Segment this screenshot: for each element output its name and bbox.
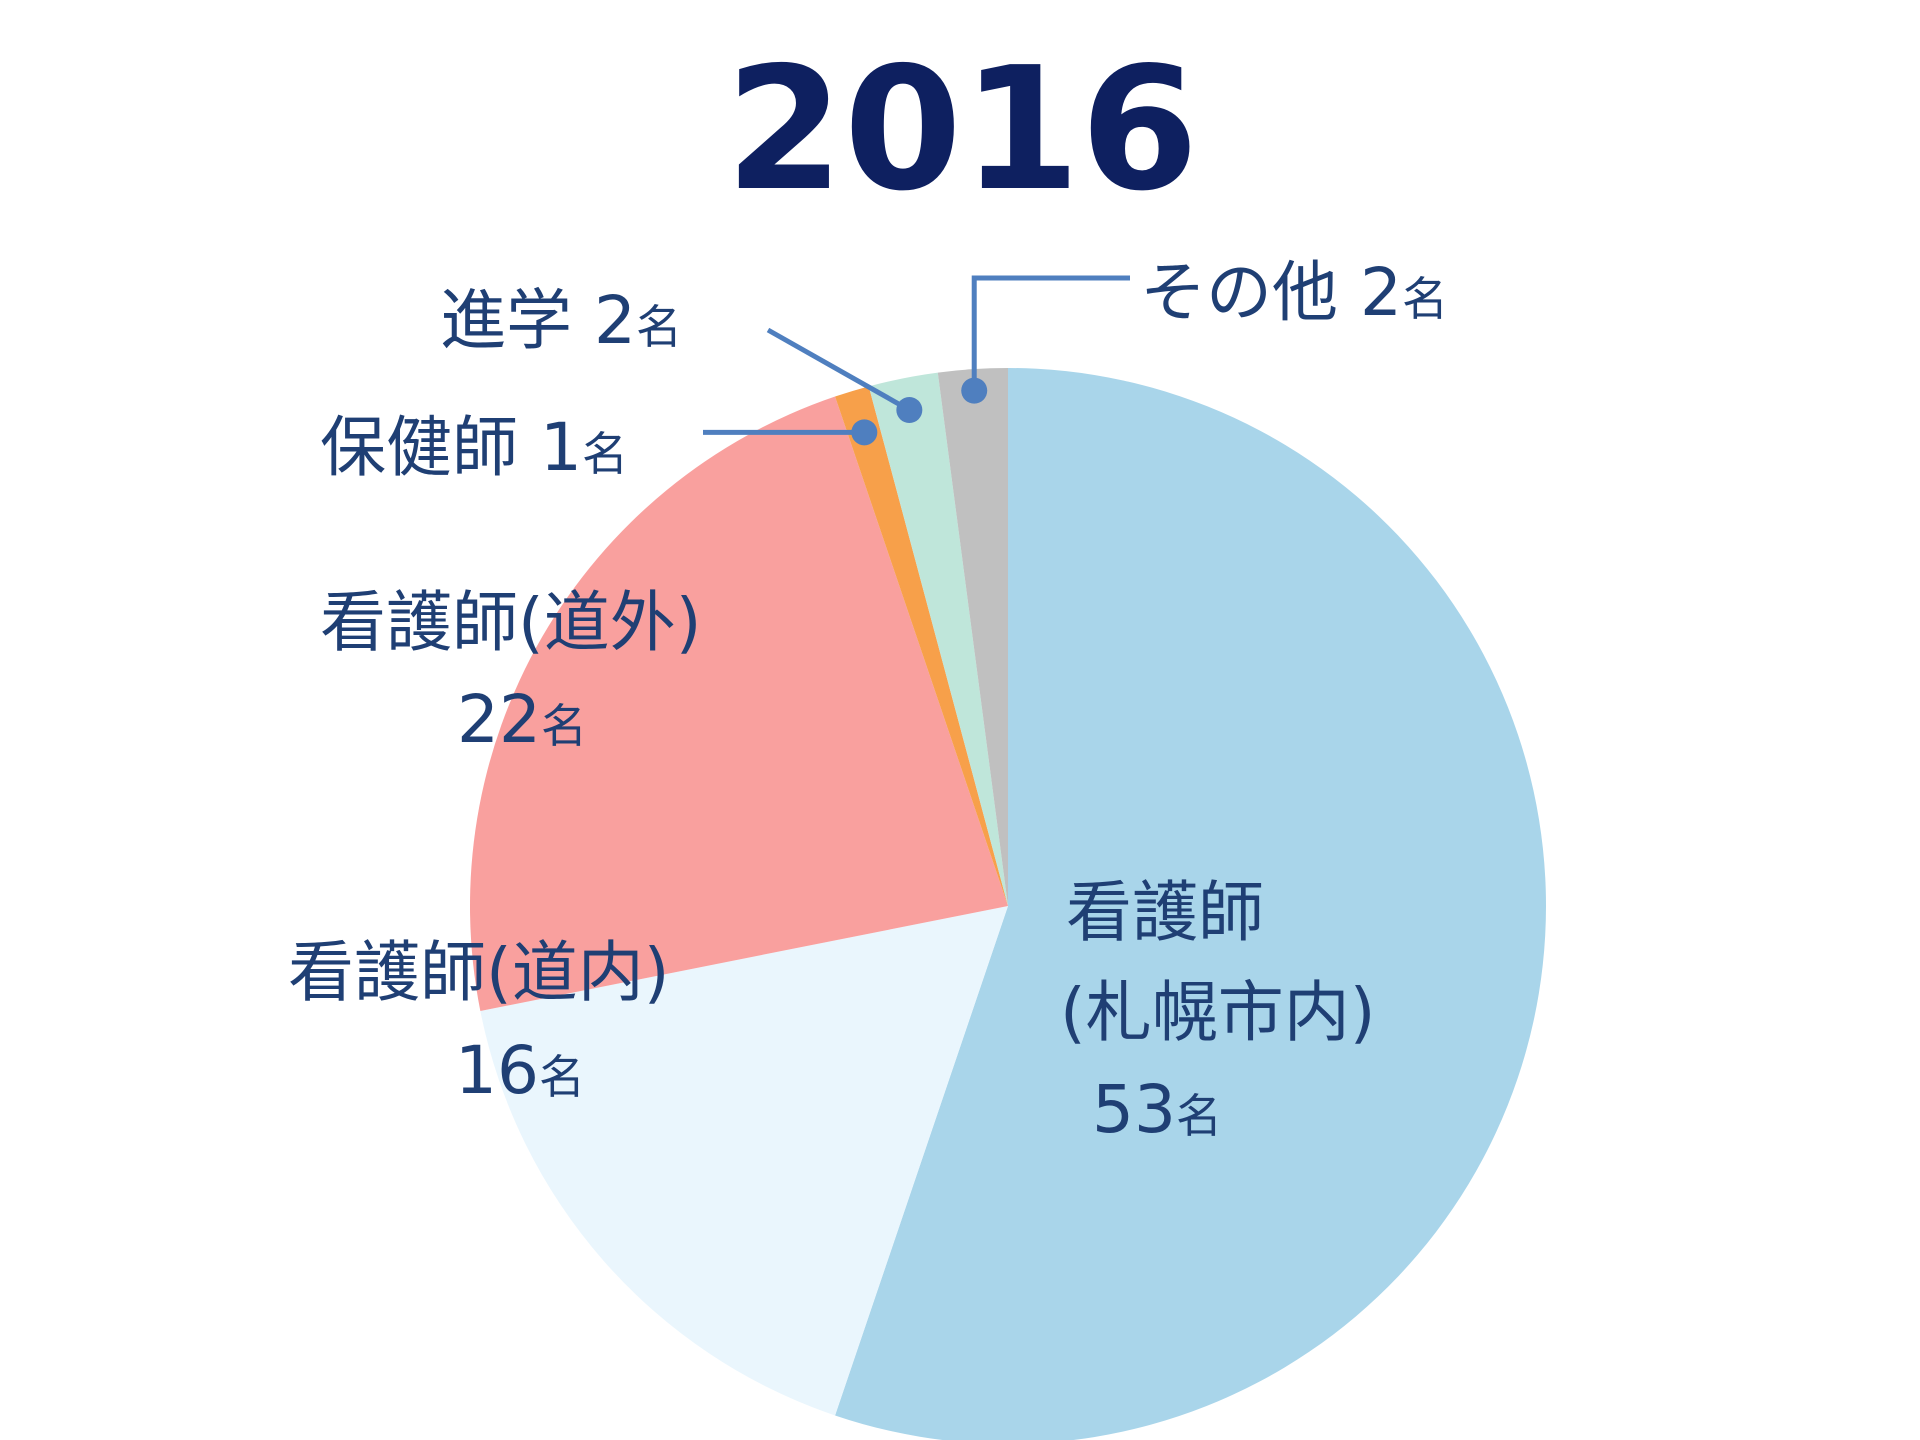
pie-slice-1: [480, 906, 1008, 1416]
pie-slice-2: [470, 396, 1008, 1011]
leader-line-sonota: [971, 275, 1130, 391]
leader-dot-shingaku: [896, 396, 923, 423]
label-sapporo-line2: (札幌市内): [1060, 974, 1376, 1051]
leader-line-shingaku: [766, 327, 911, 413]
label-shingaku: 進学 2名: [440, 282, 682, 359]
pie-slice-3: [835, 386, 1008, 906]
pie-slice-0: [835, 368, 1546, 1440]
label-donai-value: 16名: [455, 1032, 585, 1109]
pie-slice-4: [868, 372, 1008, 906]
leader-lines: [703, 275, 1130, 446]
label-sapporo-value: 53名: [1092, 1071, 1222, 1148]
label-dogai-value: 22名: [457, 681, 587, 758]
leader-dot-sonota: [961, 377, 988, 404]
chart-title: 2016: [725, 31, 1198, 229]
label-donai-line1: 看護師(道内): [288, 934, 670, 1011]
pie-slice-5: [937, 368, 1008, 906]
label-sapporo-line1: 看護師: [1066, 874, 1264, 951]
label-hokenshi: 保健師 1名: [320, 409, 628, 486]
leader-dot-hokenshi: [851, 419, 878, 446]
label-sonota: その他 2名: [1140, 254, 1448, 331]
pie-slices: [470, 368, 1546, 1440]
label-dogai-line1: 看護師(道外): [320, 584, 702, 661]
